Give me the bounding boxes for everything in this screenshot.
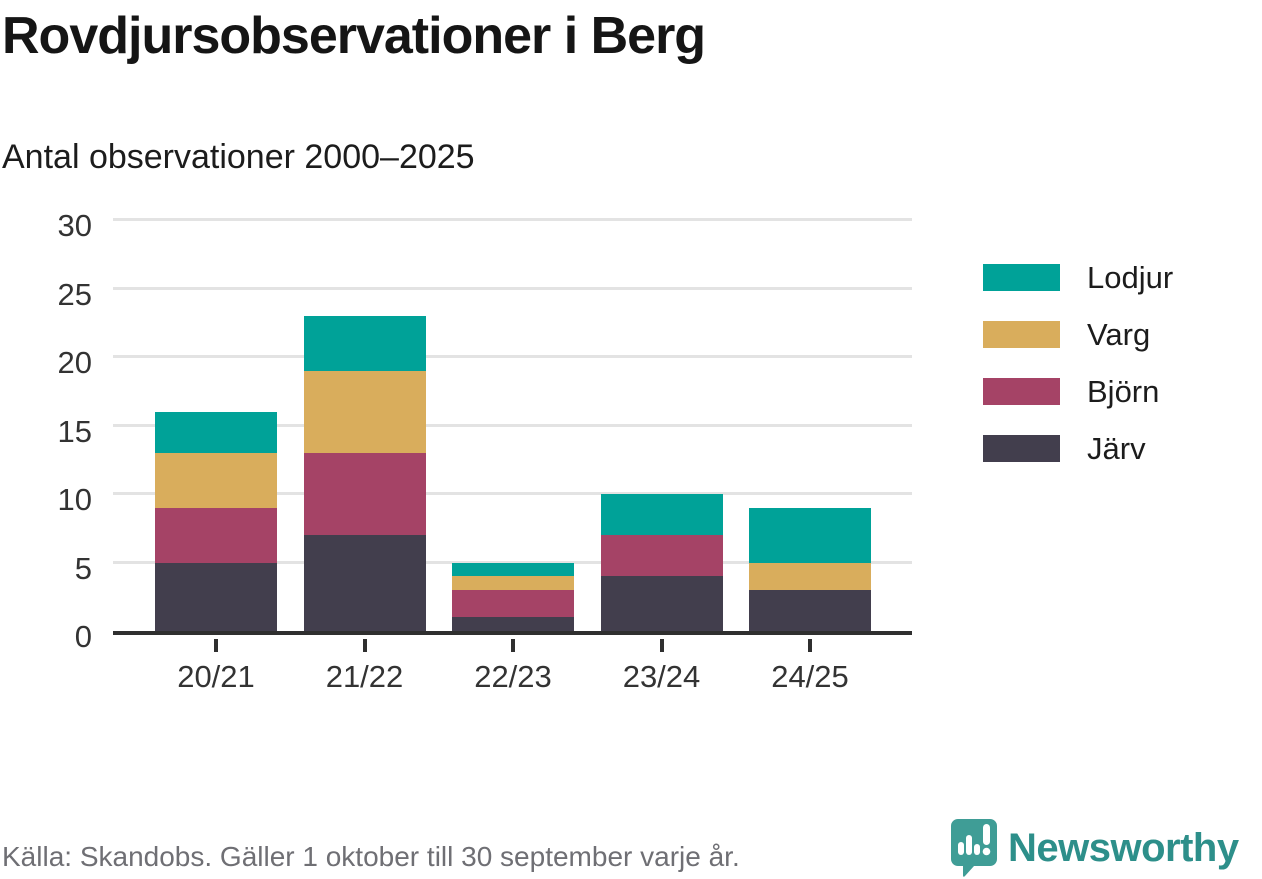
bar-segment-22-23-lodjur: [452, 562, 574, 577]
bar-24-25: [749, 507, 871, 631]
legend-label-varg: Varg: [1087, 316, 1151, 352]
y-tick-label-10: 10: [57, 482, 92, 517]
y-tick-label-15: 15: [57, 413, 92, 449]
gridline-10: [113, 492, 912, 495]
legend-item-björn: Björn: [983, 374, 1173, 409]
bar-23-24: [600, 494, 723, 631]
bar-segment-22-23-varg: [452, 576, 574, 590]
legend-swatch-järv: [983, 435, 1060, 462]
y-tick-label-25: 25: [57, 276, 92, 312]
legend-item-järv: Järv: [983, 431, 1173, 466]
gridline-20: [113, 355, 912, 358]
bar-segment-24-25-lodjur: [749, 507, 871, 563]
bar-segment-23-24-järv: [600, 576, 723, 631]
bar-segment-22-23-björn: [452, 589, 574, 618]
brand-name: Newsworthy: [1008, 825, 1239, 870]
x-tick-label-20-21: 20/21: [177, 659, 255, 694]
bar-segment-20-21-varg: [155, 452, 277, 508]
bar-segment-21-22-varg: [303, 370, 426, 453]
bar-22-23: [452, 562, 574, 631]
legend-swatch-lodjur: [983, 264, 1060, 291]
legend-swatch-varg: [983, 321, 1060, 348]
y-tick-label-30: 30: [57, 208, 92, 243]
x-tick-21-22: [362, 639, 367, 652]
newsworthy-logo-icon: [951, 819, 997, 877]
bar-segment-21-22-lodjur: [303, 315, 426, 371]
legend-label-järv: Järv: [1087, 430, 1146, 466]
x-tick-22-23: [511, 639, 515, 652]
gridline-25: [113, 286, 912, 290]
x-tick-label-23-24: 23/24: [622, 659, 701, 694]
gridline-15: [113, 423, 912, 427]
y-tick-label-5: 5: [74, 550, 92, 586]
x-tick-label-24-25: 24/25: [771, 659, 849, 694]
legend-swatch-björn: [983, 378, 1060, 405]
bar-segment-20-21-järv: [155, 562, 277, 631]
y-tick-label-0: 0: [74, 619, 92, 654]
bar-segment-23-24-björn: [600, 535, 723, 577]
x-tick-label-22-23: 22/23: [474, 659, 552, 694]
legend-item-varg: Varg: [983, 317, 1173, 352]
y-axis-labels: 0 5 10 15 20 25 30: [0, 210, 92, 653]
plot-area: [113, 218, 912, 635]
bar-segment-24-25-järv: [749, 589, 871, 631]
bar-segment-20-21-lodjur: [155, 411, 277, 453]
x-tick-23-24: [659, 639, 664, 652]
bar-20-21: [155, 411, 277, 631]
chart-title: Rovdjursobservationer i Berg: [2, 7, 706, 65]
legend-label-björn: Björn: [1087, 373, 1160, 409]
x-tick-label-21-22: 21/22: [325, 659, 404, 694]
bar-segment-23-24-lodjur: [600, 494, 723, 536]
legend: Lodjur Varg Björn Järv: [983, 260, 1173, 492]
gridline-30: [113, 218, 912, 221]
brand-lockup: Newsworthy: [950, 818, 1239, 877]
bar-segment-24-25-varg: [749, 562, 871, 590]
x-tick-20-21: [214, 639, 218, 652]
bar-21-22: [303, 315, 426, 631]
bar-segment-21-22-järv: [303, 535, 426, 631]
bar-segment-22-23-järv: [452, 617, 574, 631]
x-tick-24-25: [808, 639, 812, 652]
chart-subtitle: Antal observationer 2000–2025: [2, 138, 475, 176]
bar-segment-21-22-björn: [303, 452, 426, 536]
y-tick-label-20: 20: [57, 345, 92, 380]
x-axis: 20/21 21/22 22/23 23/24 24/25: [113, 639, 912, 709]
legend-item-lodjur: Lodjur: [983, 260, 1173, 295]
source-note: Källa: Skandobs. Gäller 1 oktober till 3…: [2, 841, 740, 872]
legend-label-lodjur: Lodjur: [1087, 259, 1174, 295]
gridline-5: [113, 560, 912, 564]
bar-segment-20-21-björn: [155, 507, 277, 563]
